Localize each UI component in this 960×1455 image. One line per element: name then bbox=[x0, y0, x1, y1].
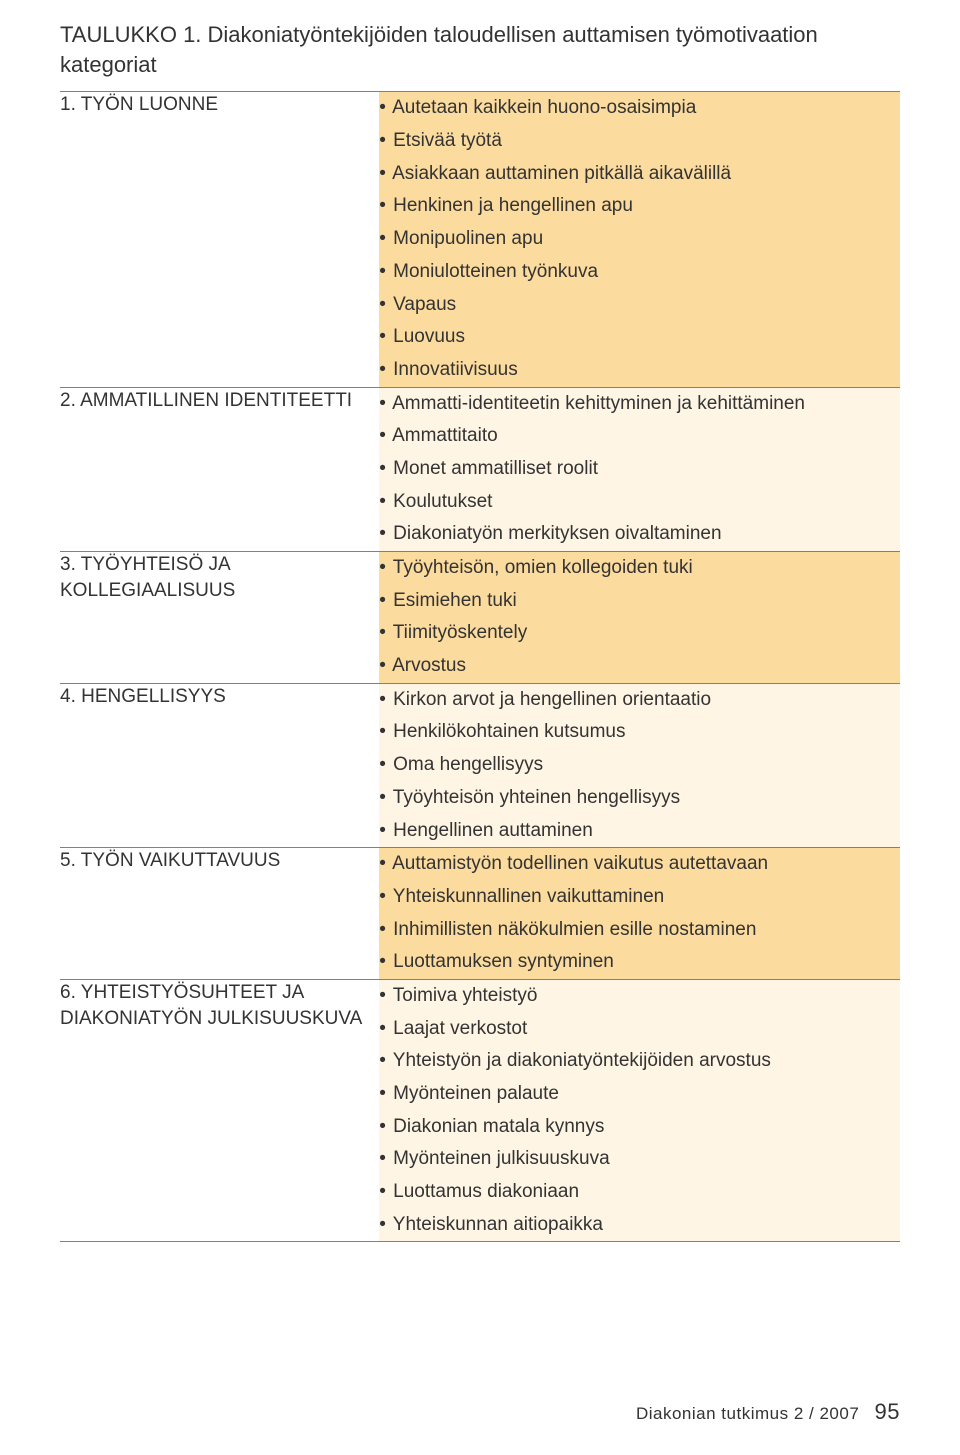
page-footer: Diakonian tutkimus 2 / 2007 95 bbox=[636, 1399, 900, 1425]
table-row: 1. TYÖN LUONNE • Autetaan kaikkein huono… bbox=[60, 92, 900, 387]
list-item: • Henkilökohtainen kutsumus bbox=[379, 716, 900, 749]
list-item: • Inhimillisten näkökulmien esille nosta… bbox=[379, 914, 900, 947]
list-item: • Innovatiivisuus bbox=[379, 354, 900, 387]
table-row: 4. HENGELLISYYS • Kirkon arvot ja hengel… bbox=[60, 683, 900, 847]
list-item: • Monipuolinen apu bbox=[379, 223, 900, 256]
items-cell: • Kirkon arvot ja hengellinen orientaati… bbox=[379, 683, 900, 847]
list-item: • Henkinen ja hengellinen apu bbox=[379, 190, 900, 223]
list-item: • Koulutukset bbox=[379, 486, 900, 519]
list-item: • Etsivää työtä bbox=[379, 125, 900, 158]
list-item: • Laajat verkostot bbox=[379, 1013, 900, 1046]
list-item: • Yhteiskunnan aitiopaikka bbox=[379, 1209, 900, 1242]
list-item: • Autetaan kaikkein huono-osaisimpia bbox=[379, 92, 900, 125]
category-label: 4. HENGELLISYYS bbox=[60, 683, 379, 847]
list-item: • Vapaus bbox=[379, 289, 900, 322]
list-item: • Työyhteisön, omien kollegoiden tuki bbox=[379, 552, 900, 585]
list-item: • Luottamus diakoniaan bbox=[379, 1176, 900, 1209]
category-label: 5. TYÖN VAIKUTTAVUUS bbox=[60, 848, 379, 980]
category-label: 3. TYÖYHTEISÖ JA KOLLEGIAALISUUS bbox=[60, 552, 379, 684]
items-cell: • Työyhteisön, omien kollegoiden tuki • … bbox=[379, 552, 900, 684]
items-cell: • Toimiva yhteistyö • Laajat verkostot •… bbox=[379, 979, 900, 1242]
category-label: 6. YHTEISTYÖSUHTEET JA DIAKONIATYÖN JULK… bbox=[60, 979, 379, 1242]
list-item: • Ammatti-identiteetin kehittyminen ja k… bbox=[379, 388, 900, 421]
list-item: • Ammattitaito bbox=[379, 420, 900, 453]
list-item: • Auttamistyön todellinen vaikutus autet… bbox=[379, 848, 900, 881]
list-item: • Moniulotteinen työnkuva bbox=[379, 256, 900, 289]
list-item: • Yhteiskunnallinen vaikuttaminen bbox=[379, 881, 900, 914]
list-item: • Luovuus bbox=[379, 321, 900, 354]
items-cell: • Autetaan kaikkein huono-osaisimpia • E… bbox=[379, 92, 900, 387]
list-item: • Asiakkaan auttaminen pitkällä aikaväli… bbox=[379, 158, 900, 191]
list-item: • Myönteinen palaute bbox=[379, 1078, 900, 1111]
list-item: • Monet ammatilliset roolit bbox=[379, 453, 900, 486]
list-item: • Diakonian matala kynnys bbox=[379, 1111, 900, 1144]
list-item: • Toimiva yhteistyö bbox=[379, 980, 900, 1013]
list-item: • Diakoniatyön merkityksen oivaltaminen bbox=[379, 518, 900, 551]
list-item: • Hengellinen auttaminen bbox=[379, 815, 900, 848]
table-row: 3. TYÖYHTEISÖ JA KOLLEGIAALISUUS • Työyh… bbox=[60, 552, 900, 684]
categories-table: 1. TYÖN LUONNE • Autetaan kaikkein huono… bbox=[60, 91, 900, 1242]
category-label: 2. AMMATILLINEN IDENTITEETTI bbox=[60, 387, 379, 551]
list-item: • Arvostus bbox=[379, 650, 900, 683]
category-label: 1. TYÖN LUONNE bbox=[60, 92, 379, 387]
table-row: 2. AMMATILLINEN IDENTITEETTI • Ammatti-i… bbox=[60, 387, 900, 551]
table-title: TAULUKKO 1. Diakoniatyöntekijöiden talou… bbox=[60, 20, 900, 79]
list-item: • Oma hengellisyys bbox=[379, 749, 900, 782]
page-number: 95 bbox=[865, 1399, 900, 1424]
items-cell: • Auttamistyön todellinen vaikutus autet… bbox=[379, 848, 900, 980]
issue-number: 2 / 2007 bbox=[794, 1404, 859, 1423]
journal-name: Diakonian tutkimus bbox=[636, 1404, 789, 1423]
list-item: • Yhteistyön ja diakoniatyöntekijöiden a… bbox=[379, 1045, 900, 1078]
list-item: • Esimiehen tuki bbox=[379, 585, 900, 618]
list-item: • Luottamuksen syntyminen bbox=[379, 946, 900, 979]
items-cell: • Ammatti-identiteetin kehittyminen ja k… bbox=[379, 387, 900, 551]
list-item: • Myönteinen julkisuuskuva bbox=[379, 1143, 900, 1176]
list-item: • Kirkon arvot ja hengellinen orientaati… bbox=[379, 684, 900, 717]
list-item: • Tiimityöskentely bbox=[379, 617, 900, 650]
table-row: 5. TYÖN VAIKUTTAVUUS • Auttamistyön tode… bbox=[60, 848, 900, 980]
table-row: 6. YHTEISTYÖSUHTEET JA DIAKONIATYÖN JULK… bbox=[60, 979, 900, 1242]
list-item: • Työyhteisön yhteinen hengellisyys bbox=[379, 782, 900, 815]
